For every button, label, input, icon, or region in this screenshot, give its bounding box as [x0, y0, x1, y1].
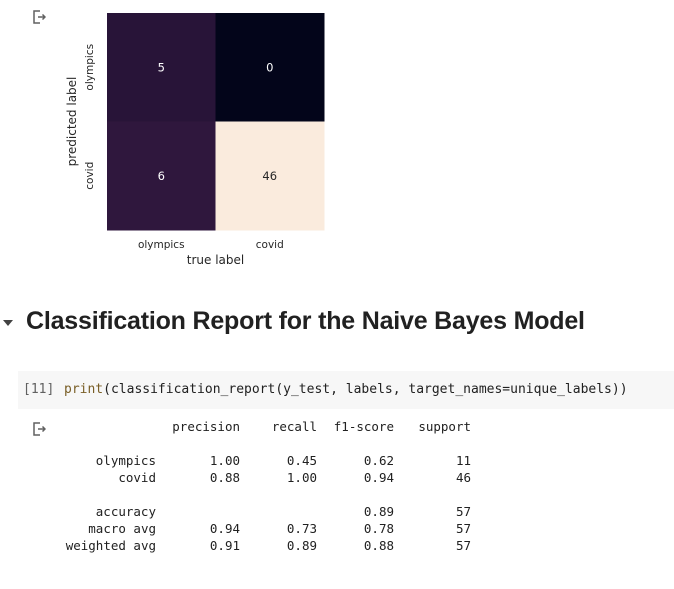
confusion-matrix-heatmap: 5 0 6 46 olympics covid olympics covid true labe…	[60, 0, 350, 275]
report-cell: 0.88	[363, 538, 394, 553]
heatmap-cell	[107, 121, 216, 231]
report-row: weighted avg 0.91 0.89 0.88 57	[62, 537, 471, 554]
report-cell: 57	[455, 521, 471, 536]
report-row: macro avg 0.94 0.73 0.78 57	[62, 520, 471, 537]
heatmap-cell	[107, 13, 216, 122]
report-row: olympics 1.00 0.45 0.62 11	[62, 452, 471, 469]
y-axis-label: predicted label	[65, 77, 79, 167]
report-cell: 0.78	[363, 521, 394, 536]
y-tick-label: olympics	[84, 44, 96, 91]
code-cell[interactable]: [11] print(classification_report(y_test,…	[18, 371, 674, 409]
x-tick-label: covid	[256, 239, 284, 251]
report-cell: 0.94	[209, 521, 240, 536]
report-row: accuracy 0.89 57	[62, 503, 471, 520]
code-arguments: (classification_report(y_test, labels, t…	[103, 382, 628, 397]
report-cell: weighted avg	[65, 538, 156, 553]
report-cell: 57	[455, 538, 471, 553]
output-redirect-icon[interactable]	[32, 422, 46, 436]
x-tick-label: olympics	[138, 239, 185, 251]
report-cell: 57	[455, 504, 471, 519]
report-cell: 1.00	[286, 470, 317, 485]
report-cell: 11	[455, 453, 471, 468]
report-header-row: precision recall f1-score support	[62, 418, 471, 435]
report-cell: 0.88	[209, 470, 240, 485]
heatmap-cell-label: 46	[262, 169, 277, 183]
heatmap-cell-label: 5	[158, 60, 165, 74]
heatmap-cell	[215, 121, 325, 231]
heatmap-cell	[215, 13, 325, 122]
heatmap-cell-label: 0	[266, 60, 273, 74]
collapse-arrow-icon[interactable]	[3, 320, 13, 326]
heatmap-svg: 5 0 6 46 olympics covid olympics covid true labe…	[65, 13, 325, 267]
report-row: covid 0.88 1.00 0.94 46	[62, 469, 471, 486]
report-header: precision	[172, 419, 240, 434]
report-cell: accuracy	[95, 504, 156, 519]
report-spacer	[62, 435, 471, 452]
x-axis-label: true label	[187, 253, 244, 267]
heatmap-cell-label: 6	[158, 169, 165, 183]
report-header: f1-score	[333, 419, 394, 434]
report-cell: macro avg	[88, 521, 156, 536]
section-title: Classification Report for the Naive Baye…	[26, 307, 585, 335]
report-spacer	[62, 486, 471, 503]
output-redirect-icon[interactable]	[32, 10, 46, 24]
report-cell	[240, 503, 317, 520]
report-cell: 0.73	[286, 521, 317, 536]
report-cell: 1.00	[209, 453, 240, 468]
y-tick-label: covid	[84, 162, 96, 190]
report-cell: 0.45	[286, 453, 317, 468]
code-function-name: print	[64, 382, 104, 397]
report-cell: 46	[455, 470, 471, 485]
classification-report: precision recall f1-score support olympi…	[62, 418, 471, 554]
report-cell: 0.91	[209, 538, 240, 553]
report-header: support	[418, 419, 471, 434]
execution-count: [11]	[23, 382, 55, 397]
report-cell: 0.89	[363, 504, 394, 519]
report-header: recall	[271, 419, 317, 434]
report-cell: 0.89	[286, 538, 317, 553]
report-header	[62, 418, 156, 435]
report-cell: 0.62	[363, 453, 394, 468]
report-cell	[156, 503, 240, 520]
code-line[interactable]: print(classification_report(y_test, labe…	[64, 382, 628, 397]
report-cell: olympics	[95, 453, 156, 468]
report-cell: covid	[118, 470, 156, 485]
report-cell: 0.94	[363, 470, 394, 485]
